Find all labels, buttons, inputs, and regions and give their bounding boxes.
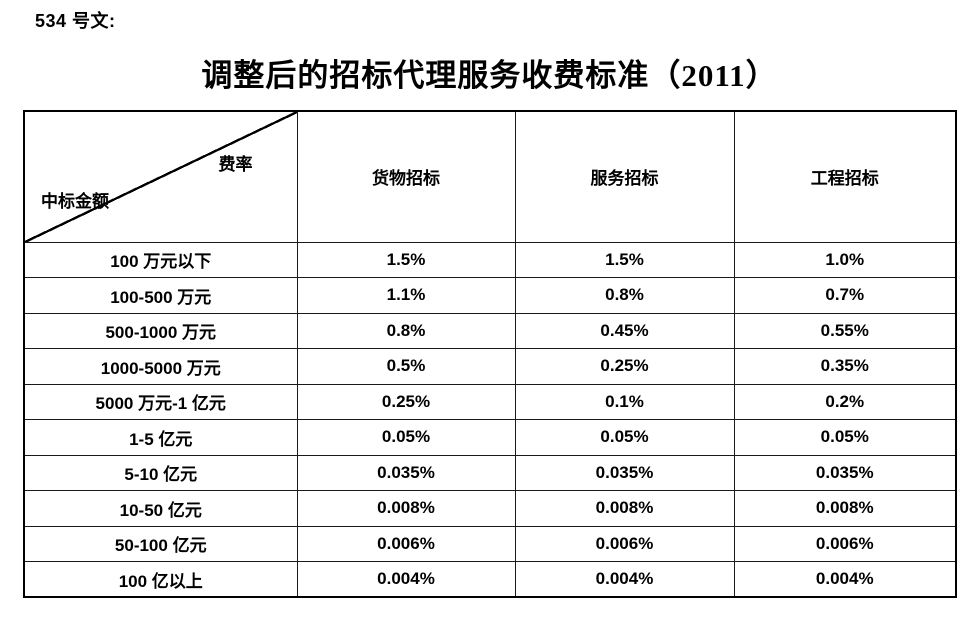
fee-cell: 0.008% <box>514 490 735 527</box>
fee-cell: 0.05% <box>296 419 516 456</box>
row-label: 10-50 亿元 <box>23 490 298 527</box>
table-row: 100 亿以上 0.004% 0.004% 0.004% <box>23 561 957 598</box>
fee-cell: 0.45% <box>514 312 735 349</box>
fee-cell: 0.25% <box>514 348 735 385</box>
row-label: 100 万元以下 <box>23 241 298 278</box>
fee-cell: 1.0% <box>733 241 957 278</box>
fee-cell: 0.008% <box>733 490 957 527</box>
fee-cell: 0.035% <box>296 454 516 491</box>
column-header-engineering: 工程招标 <box>733 110 957 243</box>
fee-cell: 0.05% <box>733 419 957 456</box>
table-row: 1-5 亿元 0.05% 0.05% 0.05% <box>23 419 957 456</box>
fee-cell: 0.006% <box>733 525 957 562</box>
fee-cell: 0.55% <box>733 312 957 349</box>
row-label: 50-100 亿元 <box>23 525 298 562</box>
fee-cell: 0.05% <box>514 419 735 456</box>
fee-cell: 0.004% <box>296 561 516 598</box>
fee-cell: 0.004% <box>514 561 735 598</box>
table-row: 5-10 亿元 0.035% 0.035% 0.035% <box>23 454 957 491</box>
fee-cell: 0.008% <box>296 490 516 527</box>
fee-rate-table: 费率 中标金额 货物招标 服务招标 工程招标 100 万元以下 1.5% 1.5… <box>23 110 957 598</box>
fee-cell: 1.5% <box>514 241 735 278</box>
row-label: 100-500 万元 <box>23 277 298 314</box>
corner-label-fee-rate: 费率 <box>218 155 253 174</box>
fee-cell: 0.035% <box>514 454 735 491</box>
table-row: 1000-5000 万元 0.5% 0.25% 0.35% <box>23 348 957 385</box>
row-label: 1000-5000 万元 <box>23 348 298 385</box>
fee-cell: 0.006% <box>514 525 735 562</box>
fee-cell: 0.2% <box>733 383 957 420</box>
table-row: 500-1000 万元 0.8% 0.45% 0.55% <box>23 312 957 349</box>
table-row: 5000 万元-1 亿元 0.25% 0.1% 0.2% <box>23 383 957 420</box>
table-row: 100 万元以下 1.5% 1.5% 1.0% <box>23 241 957 278</box>
column-header-goods: 货物招标 <box>296 110 516 243</box>
fee-cell: 1.1% <box>296 277 516 314</box>
fee-cell: 0.1% <box>514 383 735 420</box>
row-label: 5-10 亿元 <box>23 454 298 491</box>
fee-cell: 0.006% <box>296 525 516 562</box>
corner-label-bid-amount: 中标金额 <box>41 191 109 211</box>
column-header-services: 服务招标 <box>514 110 735 243</box>
fee-cell: 0.5% <box>296 348 516 385</box>
fee-cell: 0.35% <box>733 348 957 385</box>
fee-table-body: 100 万元以下 1.5% 1.5% 1.0% 100-500 万元 1.1% … <box>23 241 957 598</box>
fee-cell: 0.004% <box>733 561 957 598</box>
row-label: 5000 万元-1 亿元 <box>23 383 298 420</box>
row-label: 100 亿以上 <box>23 561 298 598</box>
fee-cell: 1.5% <box>296 241 516 278</box>
fee-cell: 0.035% <box>733 454 957 491</box>
table-row: 50-100 亿元 0.006% 0.006% 0.006% <box>23 525 957 562</box>
row-label: 500-1000 万元 <box>23 312 298 349</box>
fee-cell: 0.25% <box>296 383 516 420</box>
doc-number-label: 534 号文: <box>35 11 116 31</box>
row-label: 1-5 亿元 <box>23 419 298 456</box>
table-row: 100-500 万元 1.1% 0.8% 0.7% <box>23 277 957 314</box>
page-title: 调整后的招标代理服务收费标准（2011） <box>201 58 778 93</box>
corner-header-cell: 费率 中标金额 <box>23 110 298 243</box>
fee-cell: 0.8% <box>514 277 735 314</box>
table-header-row: 费率 中标金额 货物招标 服务招标 工程招标 <box>23 110 957 243</box>
fee-cell: 0.8% <box>296 312 516 349</box>
table-row: 10-50 亿元 0.008% 0.008% 0.008% <box>23 490 957 527</box>
fee-cell: 0.7% <box>733 277 957 314</box>
